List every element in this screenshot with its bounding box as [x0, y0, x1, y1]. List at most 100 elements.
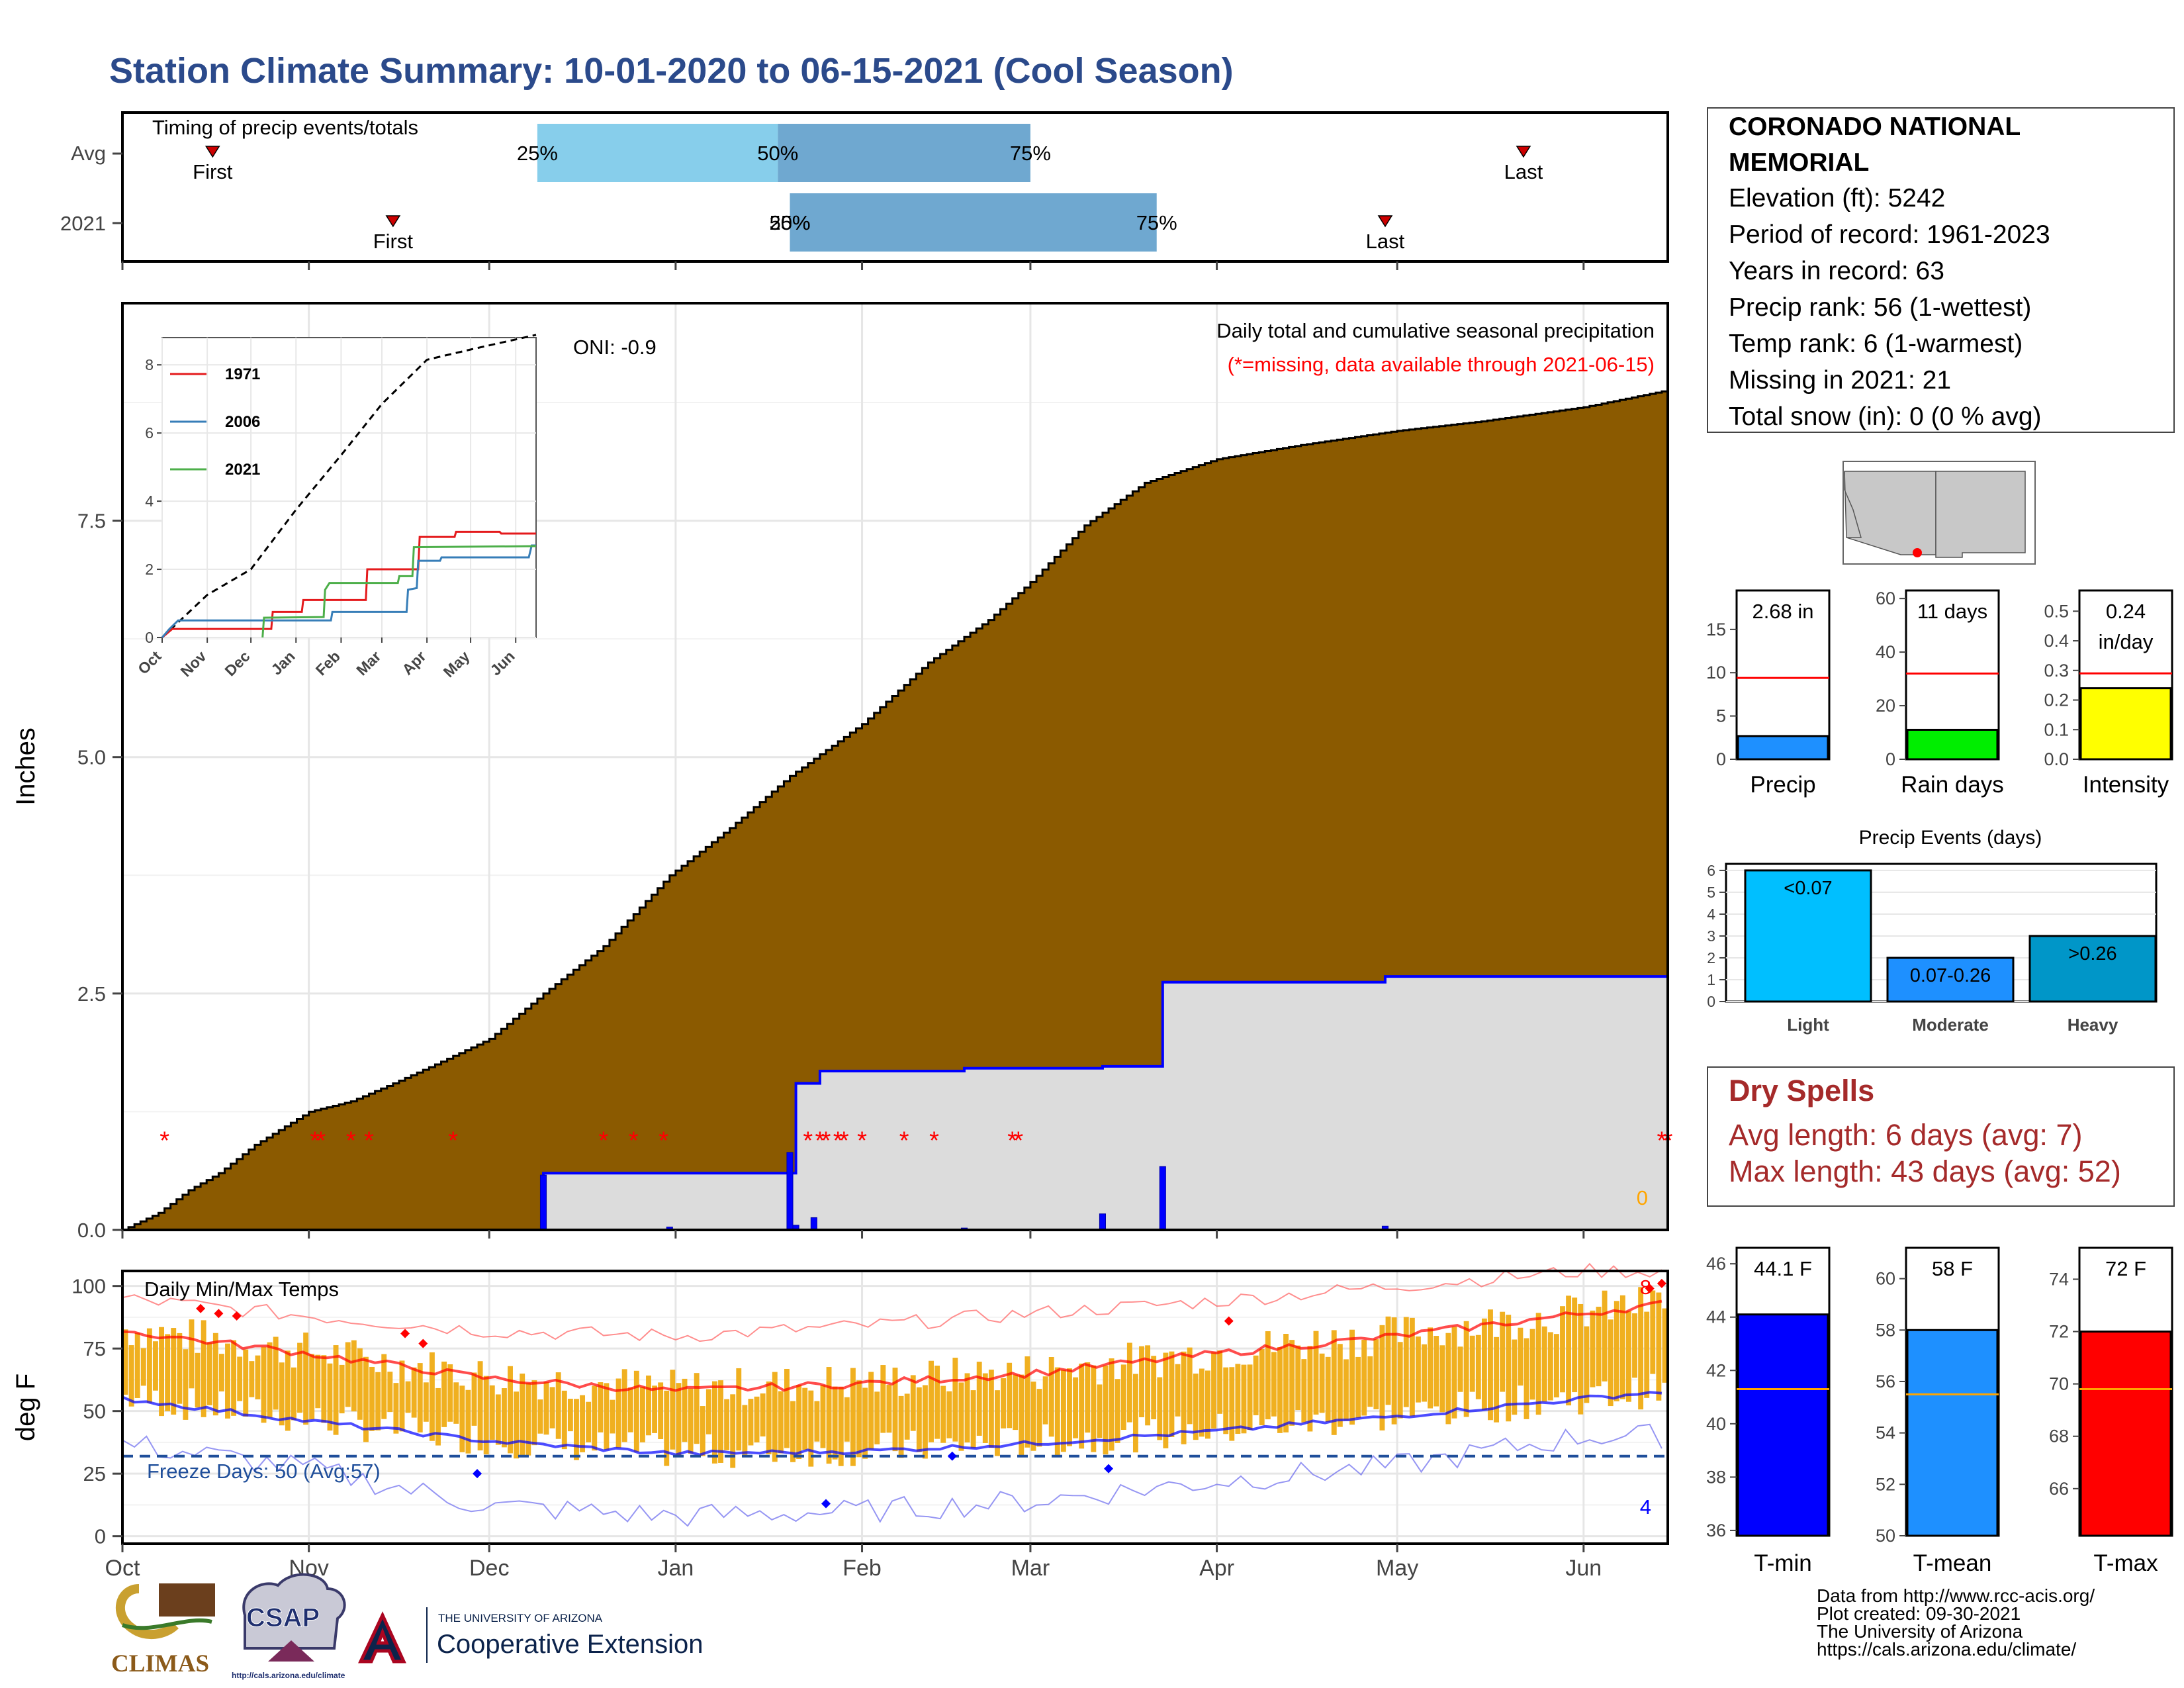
daily-temp-bar: [604, 1383, 610, 1450]
record-high-marker: [196, 1303, 206, 1313]
daily-temp-bar: [1187, 1347, 1193, 1425]
daily-temp-bar: [934, 1366, 940, 1439]
daily-temp-bar: [1205, 1370, 1210, 1439]
daily-temp-bar: [189, 1319, 195, 1389]
daily-temp-bar: [964, 1373, 970, 1443]
daily-temp-bar: [561, 1390, 567, 1450]
events-bar-Moderate: [1886, 957, 2015, 1003]
daily-temp-bar: [549, 1387, 555, 1429]
precip-events-bars: 0 1 2 3 4 5 6 <0.07 Light 0.07-0.26 Moderate >0.26 H…: [1707, 862, 2157, 1035]
missing-day-marker: *: [159, 1127, 169, 1155]
temp-x-tick-label: Feb: [842, 1556, 882, 1581]
daily-temp-bar: [255, 1355, 261, 1399]
daily-temp-bar: [1337, 1344, 1343, 1427]
daily-temp-bar: [658, 1382, 664, 1440]
missing-day-marker: *: [316, 1127, 326, 1155]
inset-series-line-1971: [161, 530, 536, 639]
daily-temp-bar: [435, 1387, 441, 1446]
daily-temp-bar: [682, 1378, 688, 1442]
missing-day-marker: *: [1013, 1127, 1023, 1155]
events-bar-label: >0.26: [2068, 943, 2116, 964]
daily-temp-bar: [796, 1385, 802, 1460]
record-high-marker: [232, 1311, 242, 1321]
daily-temp-bar: [1295, 1345, 1301, 1411]
daily-temp-bar: [778, 1391, 784, 1454]
daily-temp-bar: [1560, 1306, 1565, 1393]
daily-temp-bar: [1253, 1355, 1259, 1415]
daily-temp-bar: [832, 1386, 838, 1460]
daily-temp-bar: [1145, 1345, 1151, 1426]
daily-temp-bar: [201, 1320, 206, 1417]
daily-temp-bar: [754, 1396, 760, 1442]
daily-temp-bar: [273, 1336, 279, 1410]
daily-temp-bar: [1271, 1352, 1277, 1417]
missing-count-label: 0: [1637, 1186, 1648, 1209]
daily-temp-bar: [399, 1360, 405, 1432]
inset-series-line-2021: [261, 545, 537, 638]
record-high-count: 8: [1640, 1276, 1651, 1299]
events-y-tick-label: 6: [1707, 862, 1715, 879]
daily-temp-bar: [615, 1378, 621, 1448]
temp-series: [122, 1262, 1668, 1527]
summary-y-tick-label: 42: [1706, 1360, 1726, 1380]
daily-temp-bar: [1596, 1307, 1602, 1387]
timing-label-first: First: [193, 160, 233, 183]
summary-y-tick-label: 20: [1876, 696, 1895, 716]
daily-temp-bar: [862, 1387, 868, 1459]
summary-y-tick-label: 60: [1876, 1269, 1895, 1289]
state-shape-west: [1844, 471, 1862, 538]
precip-events-title: Precip Events (days): [1859, 827, 2042, 849]
summary-y-tick-label: 52: [1876, 1474, 1895, 1494]
daily-temp-bar: [171, 1328, 177, 1415]
daily-temp-bar: [784, 1368, 790, 1448]
daily-temp-bar: [483, 1376, 489, 1455]
record-high-marker: [418, 1338, 428, 1348]
daily-temp-bar: [429, 1352, 435, 1441]
daily-temp-bar: [231, 1340, 237, 1416]
daily-temp-bar: [742, 1405, 748, 1455]
daily-temp-bar: [904, 1393, 910, 1440]
timing-pct-25: 25%: [517, 142, 558, 165]
daily-temp-bar: [700, 1406, 705, 1456]
csap-mountain-icon: [268, 1640, 314, 1662]
daily-precip-bar: [539, 1174, 547, 1231]
daily-temp-bar: [1030, 1382, 1036, 1451]
summary-y-tick-label: 46: [1706, 1254, 1726, 1274]
summary-bar-T-mean: [1906, 1329, 1999, 1537]
daily-temp-bar: [760, 1393, 766, 1436]
summary-bar-T-min: [1737, 1313, 1829, 1537]
daily-temp-bar: [748, 1399, 754, 1446]
credit-url: https://cals.arizona.edu/climate/: [1817, 1639, 2076, 1660]
daily-temp-bar: [1217, 1350, 1223, 1414]
oni-label: ONI: -0.9: [573, 336, 657, 359]
daily-temp-bar: [267, 1342, 273, 1418]
summary-value-label: 58 F: [1932, 1257, 1973, 1280]
station-elevation: Elevation (ft): 5242: [1729, 184, 1945, 212]
credit-plot-created: Plot created: 09-30-2021: [1817, 1603, 2021, 1624]
daily-temp-bar: [929, 1360, 934, 1442]
daily-temp-bar: [453, 1382, 459, 1424]
observed-cumulative-area: [122, 976, 1668, 1230]
daily-temp-bar: [1223, 1367, 1229, 1434]
daily-temp-bar: [856, 1380, 862, 1458]
daily-temp-bar: [237, 1356, 243, 1401]
station-snow: Total snow (in): 0 (0 % avg): [1729, 402, 2042, 431]
daily-temp-bar: [177, 1333, 183, 1404]
daily-temp-bar: [520, 1374, 525, 1456]
daily-temp-bar: [694, 1373, 700, 1444]
daily-temp-bar: [820, 1385, 826, 1448]
daily-temp-bar: [567, 1399, 573, 1432]
events-y-tick-label: 1: [1707, 971, 1715, 988]
events-bar-Heavy: [2028, 935, 2157, 1003]
missing-day-marker: *: [815, 1127, 825, 1155]
daily-temp-bar: [508, 1366, 513, 1454]
daily-temp-bar: [1120, 1364, 1126, 1430]
summary-y-tick-label: 40: [1876, 642, 1895, 662]
record-high-marker: [1657, 1278, 1666, 1288]
ua-a-icon: [358, 1611, 406, 1664]
daily-temp-bar: [537, 1399, 543, 1434]
daily-temp-bar: [1433, 1336, 1439, 1407]
daily-temp-bar: [711, 1381, 717, 1464]
daily-temp-bar: [598, 1382, 604, 1432]
